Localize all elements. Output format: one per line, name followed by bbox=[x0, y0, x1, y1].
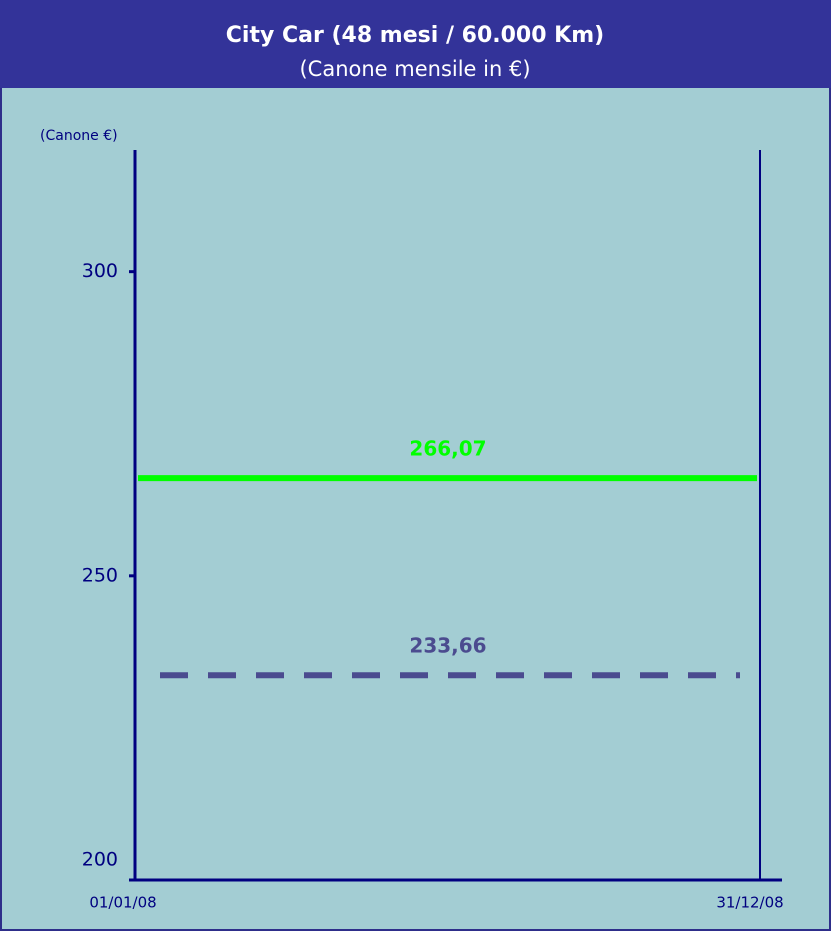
y-axis-label: (Canone €) bbox=[40, 128, 118, 144]
header bbox=[0, 0, 831, 88]
x-tick-label: 01/01/08 bbox=[89, 894, 156, 912]
chart-title: City Car (48 mesi / 60.000 Km) bbox=[226, 23, 604, 48]
data-label: 233,66 bbox=[409, 634, 486, 658]
y-tick-label: 300 bbox=[82, 260, 118, 282]
data-label: 266,07 bbox=[409, 437, 486, 461]
y-tick-label: 200 bbox=[82, 849, 118, 871]
chart-subtitle: (Canone mensile in €) bbox=[299, 57, 530, 81]
y-tick-label: 250 bbox=[82, 564, 118, 586]
x-tick-label: 31/12/08 bbox=[716, 894, 783, 912]
